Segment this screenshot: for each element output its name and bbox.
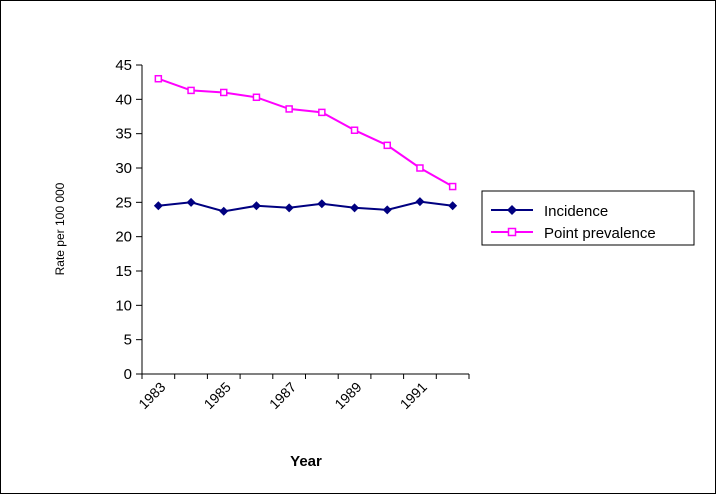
data-point-point-prevalence — [318, 108, 326, 117]
x-tick-label: 1989 — [331, 379, 364, 412]
data-point-point-prevalence — [220, 88, 228, 97]
y-tick-label: 0 — [124, 366, 132, 383]
y-tick-label: 15 — [115, 263, 132, 280]
series-layer — [153, 74, 458, 216]
legend-label-point-prevalence: Point prevalence — [544, 225, 656, 242]
data-point-incidence — [219, 206, 229, 216]
data-point-incidence — [284, 203, 294, 213]
y-tick-label: 40 — [115, 91, 132, 108]
data-point-incidence — [350, 203, 360, 213]
y-axis-ticks: 0 5 10 15 20 25 30 35 40 45 — [115, 57, 142, 383]
y-tick-label: 10 — [115, 297, 132, 314]
data-point-incidence — [251, 201, 261, 211]
data-point-point-prevalence — [383, 141, 391, 150]
x-tick-label: 1991 — [397, 379, 430, 412]
y-tick-label: 45 — [115, 57, 132, 74]
series-line-incidence — [158, 200, 453, 213]
y-axis-title: Rate per 100 000 — [53, 182, 67, 275]
series-point-prevalence — [154, 74, 457, 191]
data-point-point-prevalence — [187, 86, 195, 95]
data-point-incidence — [448, 201, 458, 211]
x-tick-label: 1983 — [135, 379, 168, 412]
data-point-point-prevalence — [448, 182, 457, 191]
legend-box — [481, 190, 695, 246]
legend-label-incidence: Incidence — [544, 203, 608, 220]
legend-item-point-prevalence: Point prevalence — [491, 225, 656, 242]
data-point-point-prevalence — [350, 126, 359, 134]
y-tick-label: 20 — [115, 229, 132, 246]
data-point-point-prevalence — [416, 164, 424, 172]
x-axis-ticks: 1983 1985 1987 1989 1991 — [135, 374, 470, 412]
y-tick-label: 25 — [115, 194, 132, 211]
data-point-point-prevalence — [252, 93, 261, 102]
data-point-incidence — [186, 197, 196, 207]
data-point-point-prevalence — [154, 74, 163, 83]
series-incidence — [153, 197, 458, 216]
data-point-incidence — [415, 197, 425, 207]
legend-marker-incidence — [507, 205, 517, 215]
legend-item-incidence: Incidence — [491, 203, 608, 220]
data-point-incidence — [382, 205, 392, 215]
x-tick-label: 1987 — [266, 379, 299, 412]
x-axis-title: Year — [290, 453, 322, 470]
y-tick-label: 30 — [115, 160, 132, 177]
x-tick-label: 1985 — [201, 379, 234, 412]
y-tick-label: 35 — [115, 126, 132, 143]
data-point-point-prevalence — [285, 105, 293, 113]
y-tick-label: 5 — [124, 332, 132, 349]
legend-marker-point-prevalence — [507, 227, 517, 237]
legend: Incidence Point prevalence — [481, 190, 695, 246]
series-line-point-prevalence — [157, 77, 454, 188]
data-point-incidence — [317, 199, 327, 209]
data-point-incidence — [153, 201, 163, 211]
